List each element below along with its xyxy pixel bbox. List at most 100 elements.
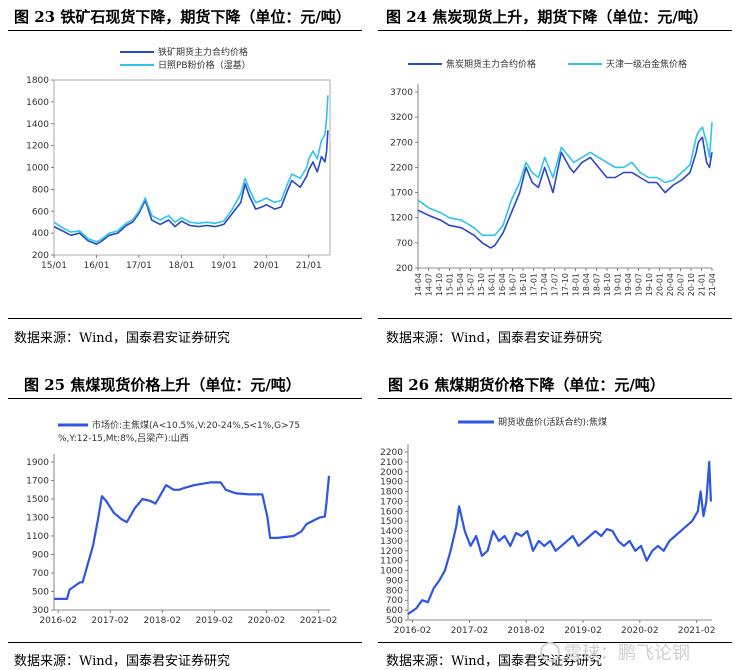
x-tick-label: 20-04 xyxy=(666,273,675,296)
x-tick-label: 19-07 xyxy=(635,273,644,296)
x-tick-label: 2019-02 xyxy=(564,626,602,636)
y-tick-label: 2200 xyxy=(380,448,403,458)
x-tick-label: 18-10 xyxy=(603,273,612,296)
y-tick-label: 1900 xyxy=(26,458,49,468)
legend-label: 铁矿期货主力合约价格 xyxy=(158,46,248,58)
y-tick-label: 2100 xyxy=(380,458,403,468)
series-line-1 xyxy=(53,130,329,245)
legend-label: 天津一级冶金焦价格 xyxy=(606,58,687,70)
y-tick-label: 200 xyxy=(396,264,413,274)
y-tick-label: 1700 xyxy=(380,497,403,507)
x-tick-label: 15-10 xyxy=(477,273,486,296)
x-tick-label: 15-01 xyxy=(446,273,455,296)
y-tick-label: 700 xyxy=(386,596,403,606)
y-tick-label: 900 xyxy=(32,551,49,561)
y-tick-label: 1500 xyxy=(26,495,49,505)
x-tick-label: 17-01 xyxy=(530,273,539,296)
y-tick-label: 400 xyxy=(32,229,49,239)
legend-label: 日照PB粉价格（湿基） xyxy=(158,59,251,71)
y-tick-label: 900 xyxy=(386,576,403,586)
x-tick-label: 2020-02 xyxy=(621,626,659,636)
x-tick-label: 15/01 xyxy=(41,261,67,271)
x-tick-label: 18-01 xyxy=(572,273,581,296)
y-tick-label: 700 xyxy=(396,239,413,249)
chart-title: 图 23 铁矿石现货下降，期货下降（单位：元/吨） xyxy=(14,8,351,26)
y-tick-label: 1900 xyxy=(380,478,403,488)
x-tick-label: 17-07 xyxy=(551,273,560,296)
x-tick-label: 2018-02 xyxy=(144,616,182,626)
x-tick-label: 15-04 xyxy=(456,273,465,296)
y-tick-label: 800 xyxy=(386,586,403,596)
y-tick-label: 700 xyxy=(32,569,49,579)
x-tick-label: 16/01 xyxy=(83,261,109,271)
legend-label: 期货收盘价(活跃合约):焦煤 xyxy=(498,416,607,428)
snowball-logo-icon xyxy=(540,642,560,662)
x-tick-label: 18-07 xyxy=(593,273,602,296)
y-tick-label: 1400 xyxy=(26,120,49,130)
title-rule xyxy=(378,30,732,31)
legend-label: 市场价:主焦煤(A<10.5%,V:20-24%,S<1%,G>75 %,Y:12… xyxy=(58,419,300,444)
y-tick-label: 600 xyxy=(386,606,403,616)
x-tick-label: 20-07 xyxy=(677,273,686,296)
y-tick-label: 1500 xyxy=(380,517,403,527)
y-tick-label: 800 xyxy=(32,185,49,195)
y-tick-label: 1100 xyxy=(26,532,49,542)
title-rule xyxy=(8,30,362,31)
data-source: 数据来源：Wind，国泰君安证券研究 xyxy=(14,654,230,669)
x-tick-label: 17/01 xyxy=(126,261,152,271)
x-tick-label: 20/01 xyxy=(253,261,279,271)
y-tick-label: 2700 xyxy=(390,138,413,148)
title-rule xyxy=(8,398,362,399)
x-tick-label: 21-04 xyxy=(708,273,717,296)
y-tick-label: 200 xyxy=(32,251,49,261)
x-tick-label: 14-10 xyxy=(435,273,444,296)
legend-label-line: %,Y:12-15,Mt:8%,吕梁产):山西 xyxy=(58,432,189,444)
legend-label: 焦炭期货主力合约价格 xyxy=(446,58,536,70)
data-source: 数据来源：Wind，国泰君安证券研究 xyxy=(386,331,602,346)
series-line-1 xyxy=(417,136,713,249)
x-tick-label: 18-04 xyxy=(582,273,591,296)
watermark: 雪球：鹏飞论钢 xyxy=(540,639,690,665)
source-rule xyxy=(8,642,362,643)
x-tick-label: 14-04 xyxy=(414,273,423,296)
x-tick-label: 16-04 xyxy=(498,273,507,296)
y-tick-label: 3700 xyxy=(390,88,413,98)
y-tick-label: 1600 xyxy=(26,98,49,108)
x-tick-label: 20-10 xyxy=(687,273,696,296)
y-tick-label: 1200 xyxy=(380,547,403,557)
x-tick-label: 2021-02 xyxy=(678,626,716,636)
y-tick-label: 1300 xyxy=(26,514,49,524)
x-tick-label: 19-04 xyxy=(624,273,633,296)
y-tick-label: 1000 xyxy=(380,567,403,577)
y-tick-label: 1600 xyxy=(380,507,403,517)
y-tick-label: 1200 xyxy=(390,214,413,224)
x-tick-label: 16-01 xyxy=(488,273,497,296)
y-tick-label: 600 xyxy=(32,207,49,217)
y-tick-label: 500 xyxy=(32,588,49,598)
x-tick-label: 17-04 xyxy=(540,273,549,296)
source-rule xyxy=(378,318,732,319)
y-tick-label: 1800 xyxy=(380,488,403,498)
y-tick-label: 1400 xyxy=(380,527,403,537)
x-tick-label: 21/01 xyxy=(296,261,322,271)
y-tick-label: 1800 xyxy=(26,76,49,86)
x-tick-label: 2017-02 xyxy=(91,616,129,626)
chart-title: 图 24 焦炭现货上升，期货下降（单位：元/吨） xyxy=(386,8,708,26)
x-tick-label: 16-10 xyxy=(519,273,528,296)
x-tick-label: 2018-02 xyxy=(507,626,545,636)
x-tick-label: 18/01 xyxy=(168,261,194,271)
data-source: 数据来源：Wind，国泰君安证券研究 xyxy=(14,331,230,346)
y-tick-label: 2000 xyxy=(380,468,403,478)
x-tick-label: 2021-02 xyxy=(300,616,338,626)
x-tick-label: 16-07 xyxy=(509,273,518,296)
x-tick-label: 15-07 xyxy=(467,273,476,296)
y-tick-label: 300 xyxy=(32,606,49,616)
legend-label-line: 市场价:主焦煤(A<10.5%,V:20-24%,S<1%,G>75 xyxy=(92,419,300,431)
series-line-2 xyxy=(53,95,329,243)
y-tick-label: 1300 xyxy=(380,537,403,547)
x-tick-label: 2019-02 xyxy=(196,616,234,626)
x-tick-label: 19/01 xyxy=(211,261,237,271)
chart-title: 图 26 焦煤期货价格下降（单位：元/吨） xyxy=(388,376,665,394)
chart-title: 图 25 焦煤现货价格上升（单位：元/吨） xyxy=(24,376,301,394)
